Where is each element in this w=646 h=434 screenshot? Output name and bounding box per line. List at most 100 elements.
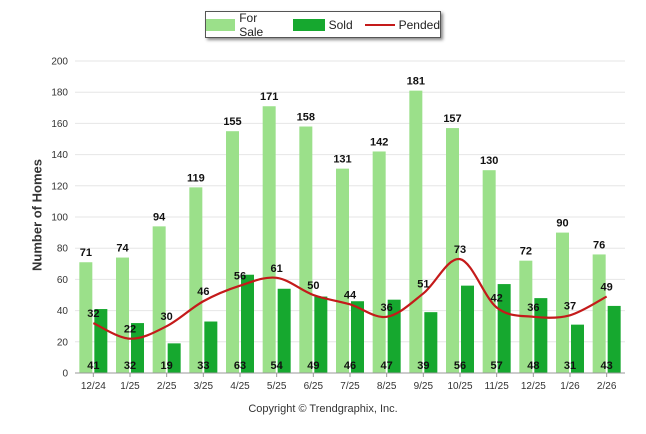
for-sale-value-label: 157 [443,113,461,125]
for-sale-bar [262,106,276,374]
y-axis-label: Number of Homes [29,159,45,271]
x-tick-label: 1/25 [120,381,140,392]
pended-value-label: 50 [307,280,319,292]
x-tick-label: 9/25 [414,381,434,392]
y-tick-label: 20 [57,337,69,348]
y-tick-label: 200 [51,57,68,68]
y-tick-label: 80 [57,244,69,255]
legend-item-sold[interactable]: Sold [292,17,353,32]
for-sale-bar [336,168,349,373]
sold-bar [277,288,291,373]
pended-value-label: 37 [564,300,576,312]
pended-value-label: 51 [417,278,429,290]
y-tick-label: 60 [57,275,69,286]
sold-value-label: 54 [271,360,284,372]
pended-value-label: 36 [527,302,539,314]
sold-bar [387,299,401,373]
pended-value-label: 42 [491,292,503,304]
sold-bar [167,343,181,373]
sold-value-label: 57 [491,360,503,372]
for-sale-value-label: 130 [480,155,498,167]
for-sale-value-label: 71 [80,247,92,259]
x-tick-label: 6/25 [304,381,324,392]
sold-value-label: 47 [381,360,393,372]
x-tick-label: 2/25 [157,381,177,392]
for-sale-bar [592,254,606,373]
pended-value-label: 46 [197,286,209,298]
for-sale-bar [152,226,166,373]
sold-value-label: 32 [124,360,136,372]
sold-value-label: 19 [161,360,173,372]
for-sale-value-label: 181 [407,76,425,88]
sold-value-label: 46 [344,360,356,372]
sold-value-label: 63 [234,360,246,372]
x-tick-label: 8/25 [377,381,397,392]
sold-value-label: 49 [307,360,319,372]
x-tick-label: 11/25 [485,381,510,392]
sold-bar [497,284,511,373]
legend-item-pended[interactable]: Pended [364,17,440,32]
y-tick-label: 100 [51,213,68,224]
data-labels: 71 41 74 32 94 19 119 33 155 63 171 54 158 49 131 46 142… [80,76,613,372]
sold-bar [424,312,438,373]
sold-value-label: 33 [197,360,209,372]
x-tick-label: 12/25 [521,381,546,392]
for-sale-bar [79,262,93,373]
y-tick-label: 120 [51,181,68,192]
for-sale-value-label: 131 [333,154,351,166]
x-tick-label: 12/24 [81,381,106,392]
legend-item-for-sale[interactable]: For Sale [206,11,281,39]
for-sale-bar [446,128,459,373]
legend-label-pended: Pended [398,17,440,32]
x-tick-label: 7/25 [340,381,360,392]
legend-label-for-sale: For Sale [239,10,264,39]
for-sale-value-label: 90 [556,218,568,230]
pended-value-label: 44 [344,289,357,301]
for-sale-value-label: 158 [297,112,315,124]
copyright-text: Copyright © Trendgraphix, Inc. [248,403,398,415]
pended-value-label: 56 [234,271,246,283]
y-tick-label: 160 [51,119,68,130]
sold-bar [131,323,144,373]
for-sale-bar [116,257,129,373]
sold-value-label: 41 [87,360,99,372]
x-tick-label: 1/26 [560,381,580,392]
sold-value-label: 43 [601,360,613,372]
y-tick-label: 40 [57,306,69,317]
grid [75,60,625,374]
pended-value-label: 36 [381,302,393,314]
sold-value-label: 31 [564,360,576,372]
pended-value-label: 49 [601,282,613,294]
for-sale-value-label: 155 [223,116,241,128]
for-sale-swatch-icon [206,18,236,31]
y-tick-label: 140 [51,150,68,161]
pended-line [92,258,608,340]
legend: For Sale Sold Pended [205,11,441,39]
x-tick-label: 5/25 [267,381,287,392]
x-tick-label: 2/26 [597,381,617,392]
sold-bar [461,285,474,373]
bars [79,90,621,374]
for-sale-value-label: 72 [520,246,532,258]
axes: 0 20 40 60 80 100 120 140 160 180 200 12/24 1/25 2/25… [51,57,625,392]
sold-bar [571,324,584,373]
for-sale-bar [556,232,569,373]
y-tick-label: 180 [51,88,68,99]
for-sale-bar [189,187,203,373]
for-sale-value-label: 171 [260,91,278,103]
for-sale-value-label: 74 [116,243,129,255]
sold-bar [204,321,218,373]
pended-value-label: 61 [271,263,283,275]
pended-line-icon [364,23,395,26]
for-sale-value-label: 76 [593,239,605,251]
for-sale-bar [226,131,239,373]
sold-swatch-icon [292,18,325,31]
pended-value-label: 22 [124,324,136,336]
sold-bar [607,305,621,373]
sold-value-label: 48 [527,360,539,372]
sold-bar [241,274,254,373]
x-tick-label: 3/25 [194,381,214,392]
for-sale-bar [299,126,313,374]
legend-label-sold: Sold [328,17,353,32]
